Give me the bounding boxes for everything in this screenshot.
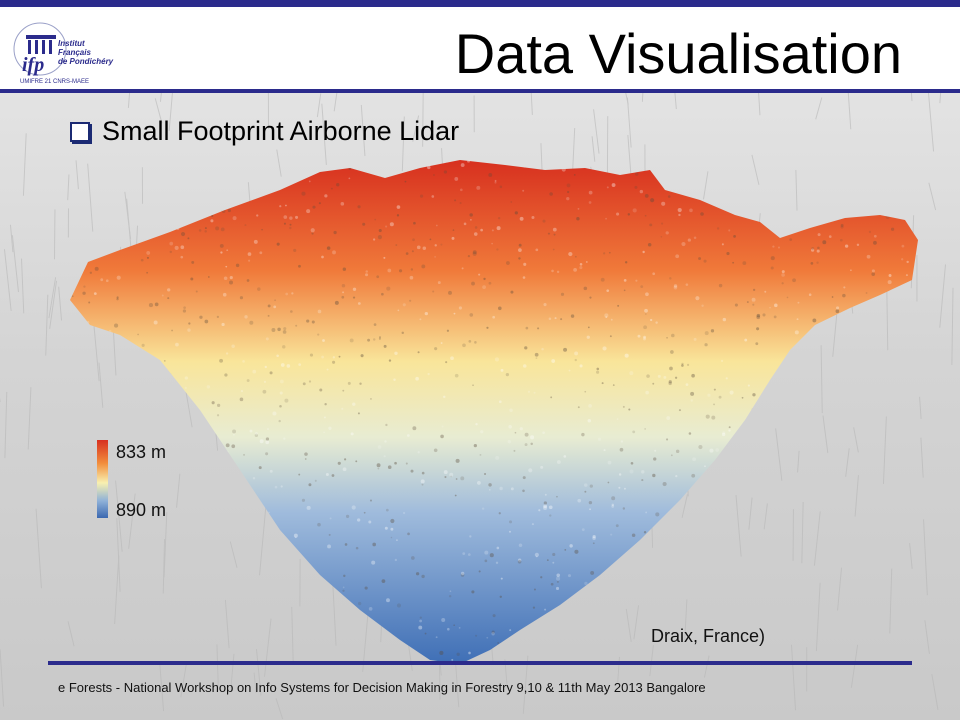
elevation-color-scale	[97, 440, 108, 518]
bullet-text: Small Footprint Airborne Lidar	[102, 116, 460, 146]
top-accent-bar	[0, 0, 960, 7]
logo-name-line1: Institut	[58, 39, 85, 48]
logo-name-line2: Français	[58, 48, 91, 57]
institute-logo: ifp Institut Français de Pondichéry UMIF…	[8, 17, 138, 89]
legend-top-label: 833 m	[116, 442, 167, 462]
logo-name: Institut Français de Pondichéry	[58, 39, 113, 66]
image-caption: Draix, France)	[651, 626, 766, 646]
footer-text: e Forests - National Workshop on Info Sy…	[58, 680, 706, 695]
legend-bottom-label: 890 m	[116, 500, 167, 520]
header: ifp Institut Français de Pondichéry UMIF…	[0, 7, 960, 89]
svg-text:ifp: ifp	[22, 54, 44, 76]
footer-divider	[48, 661, 912, 665]
header-divider	[0, 89, 960, 93]
bullet-item: Small Footprint Airborne Lidar	[70, 116, 459, 147]
slide-title: Data Visualisation	[454, 22, 902, 85]
bullet-box-icon	[70, 121, 90, 142]
logo-subtitle: UMIFRE 21 CNRS-MAEE	[20, 79, 90, 85]
ifp-logo-icon: ifp	[13, 22, 67, 76]
logo-name-line3: de Pondichéry	[58, 57, 114, 66]
